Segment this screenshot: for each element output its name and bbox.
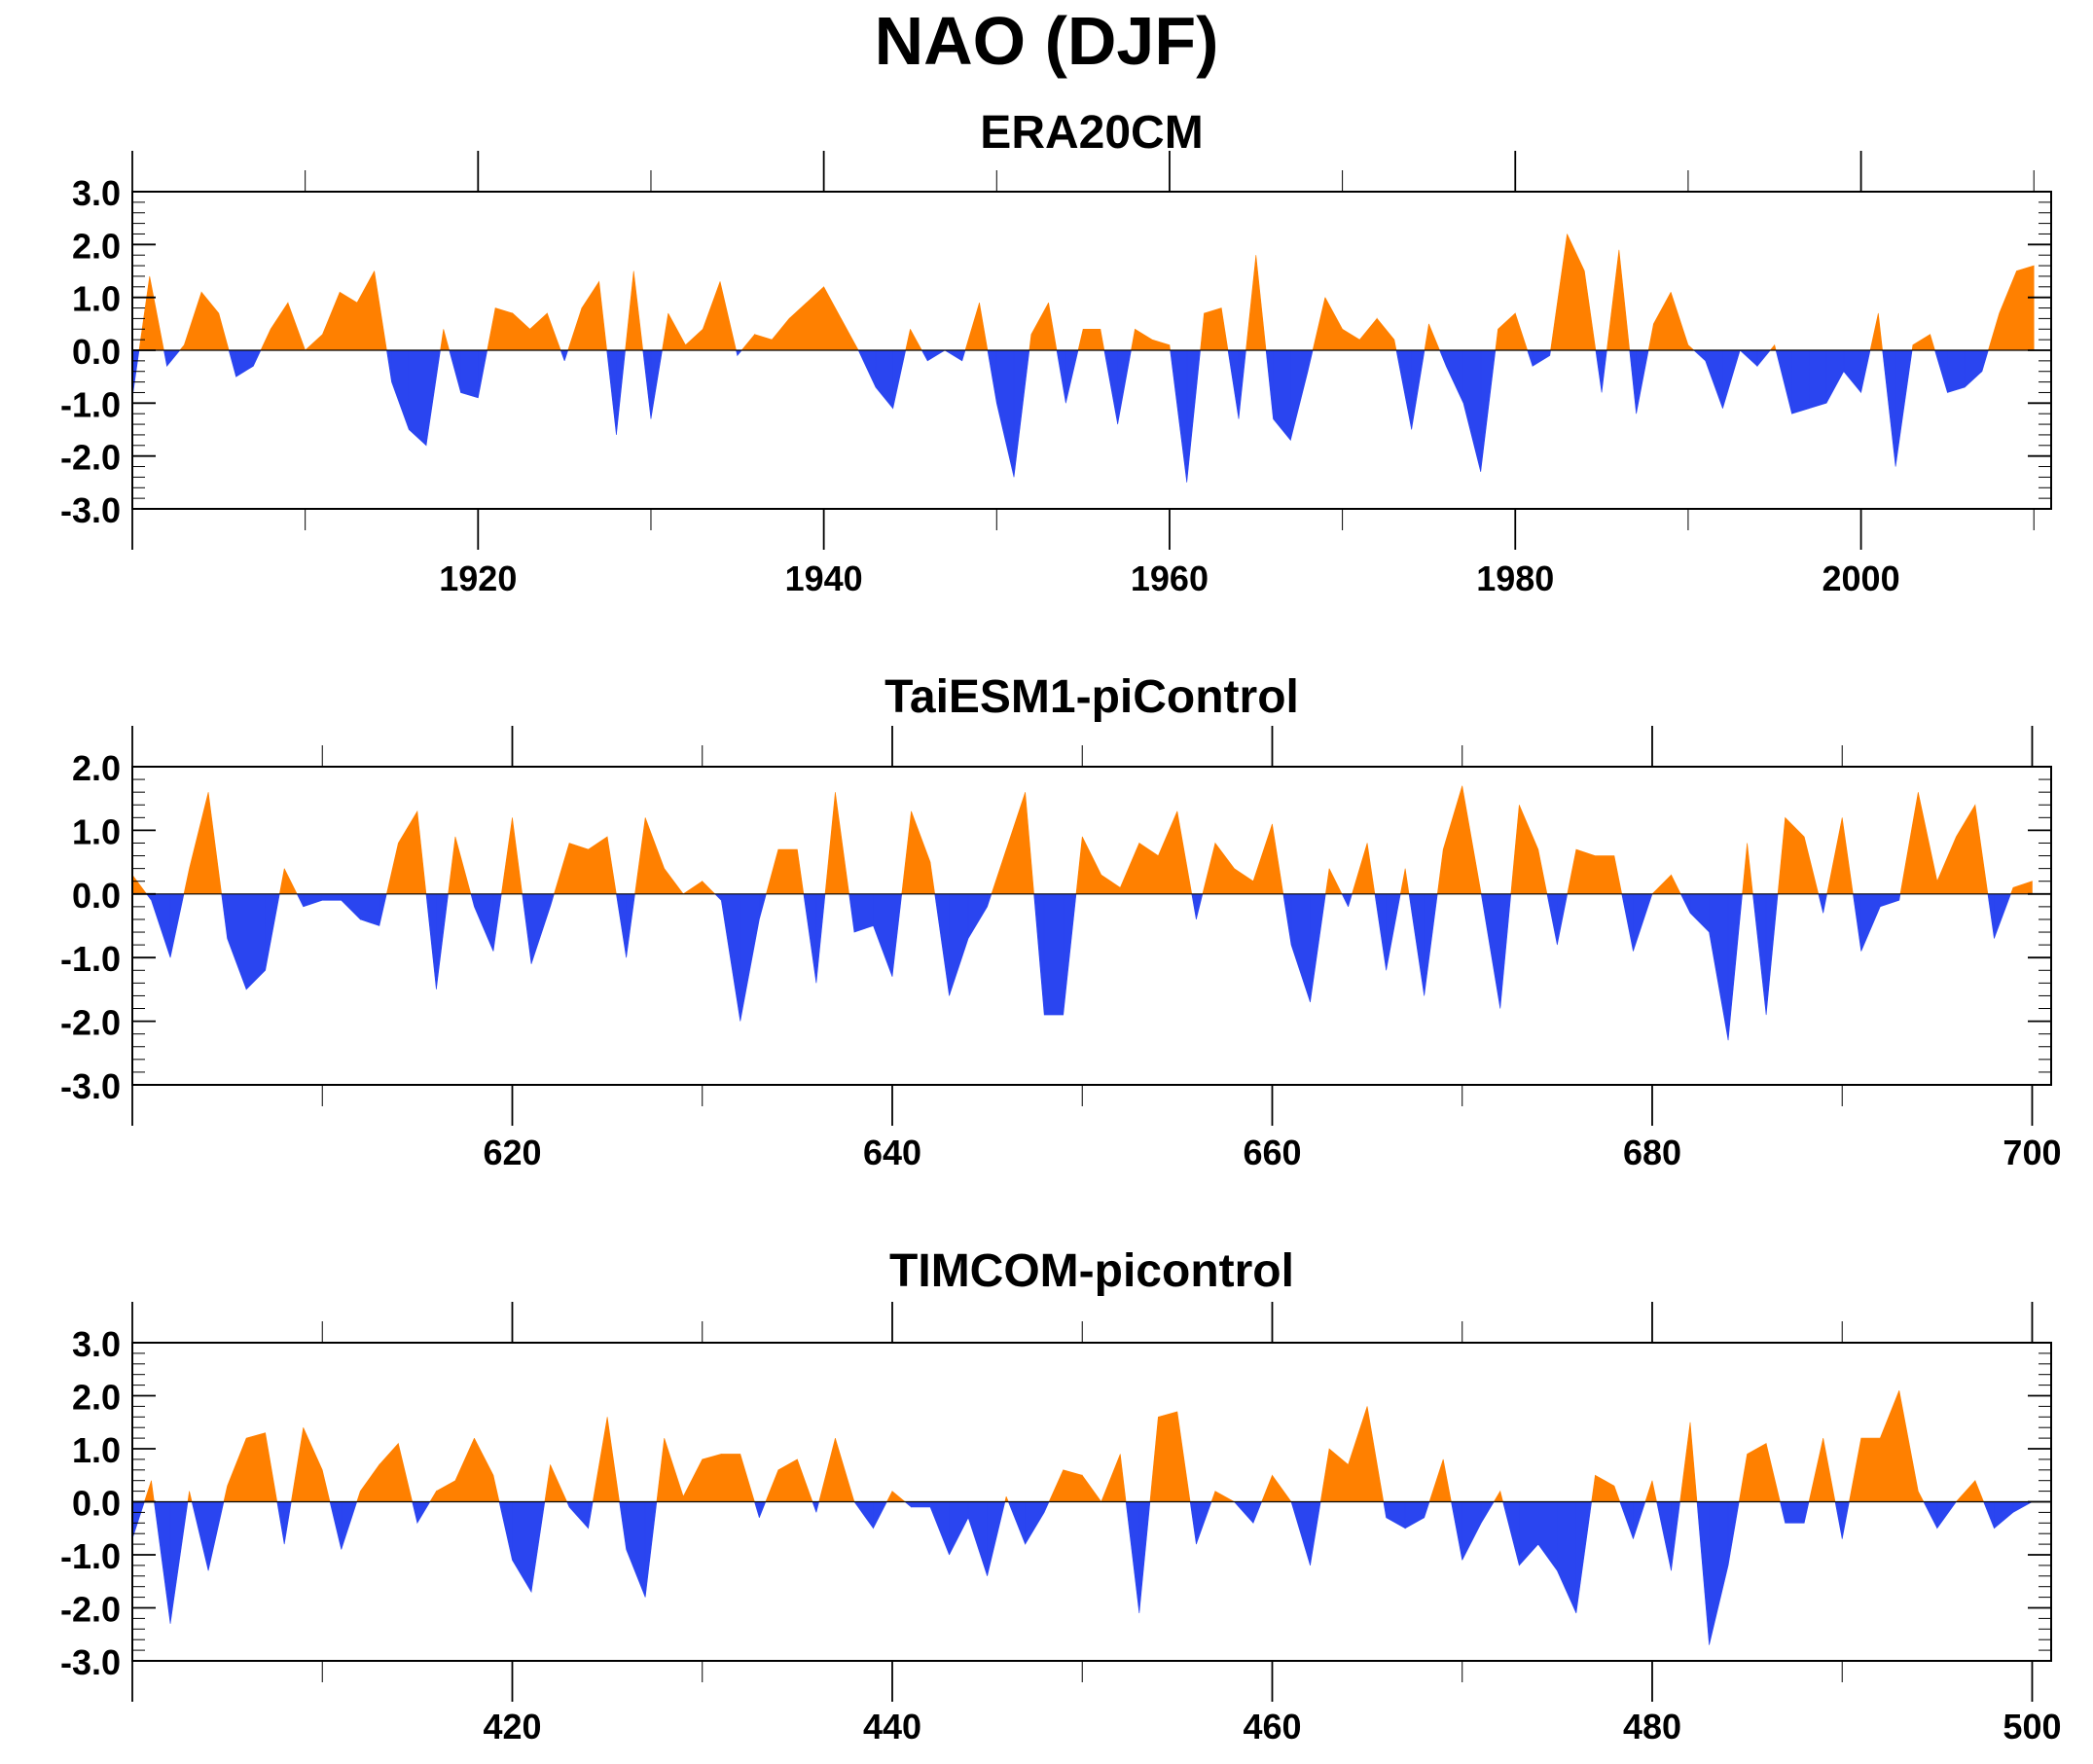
y-tick-label: -1.0 (60, 939, 121, 979)
y-tick-label: 3.0 (72, 173, 121, 213)
y-tick-label: 2.0 (72, 748, 121, 788)
y-tick-label: 0.0 (72, 332, 121, 372)
x-tick-label: 1960 (1131, 558, 1209, 598)
x-tick-label: 480 (1623, 1707, 1681, 1746)
x-tick-label: 1940 (785, 558, 863, 598)
y-tick-label: -2.0 (60, 1003, 121, 1043)
x-tick-label: 1980 (1476, 558, 1554, 598)
positive-area (139, 234, 2034, 350)
y-tick-label: 2.0 (72, 226, 121, 266)
x-tick-label: 460 (1243, 1707, 1301, 1746)
y-tick-label: -2.0 (60, 1590, 121, 1630)
y-tick-label: -2.0 (60, 438, 121, 478)
figure-title: NAO (DJF) (0, 2, 2093, 80)
x-tick-label: 640 (863, 1133, 921, 1172)
y-tick-label: 0.0 (72, 1484, 121, 1524)
panel-title: TIMCOM-picontrol (889, 1245, 1294, 1297)
y-tick-label: -3.0 (60, 1642, 121, 1682)
y-tick-label: -1.0 (60, 384, 121, 424)
x-tick-label: 500 (2003, 1707, 2061, 1746)
y-tick-label: 2.0 (72, 1378, 121, 1418)
x-tick-label: 680 (1623, 1133, 1681, 1172)
panel-3: TIMCOM-picontrol 3.0 2.0 1.0 0.0 -1.0 -2.0 -3.0… (60, 1245, 2062, 1746)
x-tick-label: 420 (483, 1707, 541, 1746)
positive-area (144, 1390, 1983, 1501)
y-tick-label: 3.0 (72, 1324, 121, 1364)
x-tick-label: 660 (1243, 1133, 1301, 1172)
panel-title: TaiESM1-piControl (884, 671, 1299, 723)
y-tick-label: -3.0 (60, 490, 121, 530)
negative-area (147, 894, 2011, 1040)
negative-area (132, 350, 1988, 483)
y-tick-label: -1.0 (60, 1536, 121, 1576)
y-tick-label: 1.0 (72, 279, 121, 319)
x-tick-label: 620 (483, 1133, 541, 1172)
x-tick-label: 1920 (439, 558, 517, 598)
panel-2: TaiESM1-piControl 2.0 1.0 0.0 -1.0 -2.0 -3.0 62… (60, 671, 2062, 1172)
y-tick-label: -3.0 (60, 1066, 121, 1106)
y-tick-label: 1.0 (72, 811, 121, 851)
y-tick-label: 1.0 (72, 1430, 121, 1470)
negative-area (132, 1502, 2032, 1645)
x-tick-label: 2000 (1822, 558, 1900, 598)
positive-area (132, 786, 2032, 894)
x-tick-label: 440 (863, 1707, 921, 1746)
x-tick-label: 700 (2003, 1133, 2061, 1172)
y-tick-label: 0.0 (72, 876, 121, 916)
